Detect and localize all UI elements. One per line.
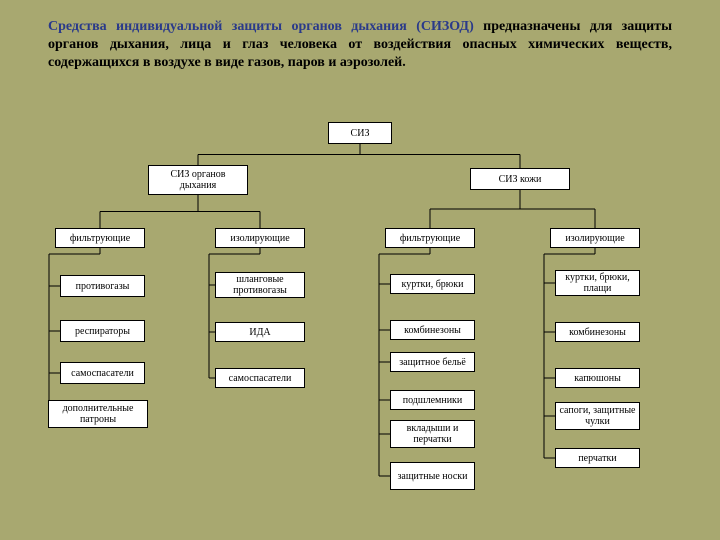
- node-skin: СИЗ кожи: [470, 168, 570, 190]
- node-resp: СИЗ органов дыхания: [148, 165, 248, 195]
- node-si_hood: капюшоны: [555, 368, 640, 388]
- node-ri_hose: шланговые противогазы: [215, 272, 305, 298]
- intro-lead: Средства индивидуальной защиты органов д…: [48, 19, 474, 34]
- node-ri_ida: ИДА: [215, 322, 305, 342]
- node-sf_uw: защитное бельё: [390, 352, 475, 372]
- node-r_isol: изолирующие: [215, 228, 305, 248]
- node-rf_cart: дополнительные патроны: [48, 400, 148, 428]
- node-rf_self: самоспасатели: [60, 362, 145, 384]
- node-sf_komb: комбинезоны: [390, 320, 475, 340]
- node-sf_hood: подшлемники: [390, 390, 475, 410]
- node-rf_gas: противогазы: [60, 275, 145, 297]
- node-root: СИЗ: [328, 122, 392, 144]
- node-ri_self: самоспасатели: [215, 368, 305, 388]
- node-s_filt: фильтрующие: [385, 228, 475, 248]
- node-sf_jkt: куртки, брюки: [390, 274, 475, 294]
- node-rf_resp: респираторы: [60, 320, 145, 342]
- node-s_isol: изолирующие: [550, 228, 640, 248]
- node-si_glv: перчатки: [555, 448, 640, 468]
- node-r_filt: фильтрующие: [55, 228, 145, 248]
- node-si_komb: комбинезоны: [555, 322, 640, 342]
- node-si_jkt: куртки, брюки, плащи: [555, 270, 640, 296]
- node-sf_glv: вкладыши и перчатки: [390, 420, 475, 448]
- intro-paragraph: Средства индивидуальной защиты органов д…: [48, 18, 672, 73]
- node-sf_sock: защитные носки: [390, 462, 475, 490]
- node-si_boot: сапоги, защитные чулки: [555, 402, 640, 430]
